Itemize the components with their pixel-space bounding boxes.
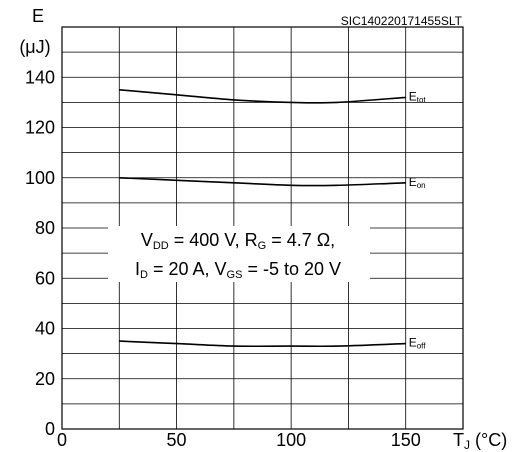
y-tick-label: 80 [35,218,55,238]
y-tick-label: 140 [25,67,55,87]
y-axis-symbol: E [32,6,44,26]
series-label-tot: Etot [409,89,427,104]
y-tick-label: 0 [45,419,55,439]
conditions-line-2: ID = 20 A, VGS = -5 to 20 V [135,259,341,281]
x-tick-label: 50 [167,430,187,450]
conditions-background [108,226,370,282]
y-tick-label: 20 [35,369,55,389]
y-tick-label: 40 [35,319,55,339]
y-tick-label: 60 [35,268,55,288]
series-label-on: Eon [409,175,426,190]
x-tick-label: 0 [57,430,67,450]
x-axis-label: TJ (°C) [453,430,507,452]
x-axis-symbol: T [453,430,464,450]
x-tick-label: 100 [276,430,306,450]
series-line-off [119,340,406,348]
y-tick-label: 120 [25,118,55,138]
x-axis-subscript: J [464,438,470,452]
series-line-tot [119,89,406,104]
conditions-line-1: VDD = 400 V, RG = 4.7 Ω, [141,230,335,252]
y-tick-label: 100 [25,168,55,188]
series-label-off: Eoff [409,336,427,351]
x-axis-unit: (°C) [470,430,507,450]
x-tick-label: 150 [391,430,421,450]
tick-labels: 0 20 40 60 80 100 120 140 0 50 100 150 [25,67,421,450]
chart-tag: SIC140220171455SLT [341,14,463,28]
series-layer: Etot Eon Eoff [119,89,427,351]
y-axis-unit: (μJ) [19,37,50,57]
plot-frame [61,26,464,430]
series-line-on [119,177,406,187]
